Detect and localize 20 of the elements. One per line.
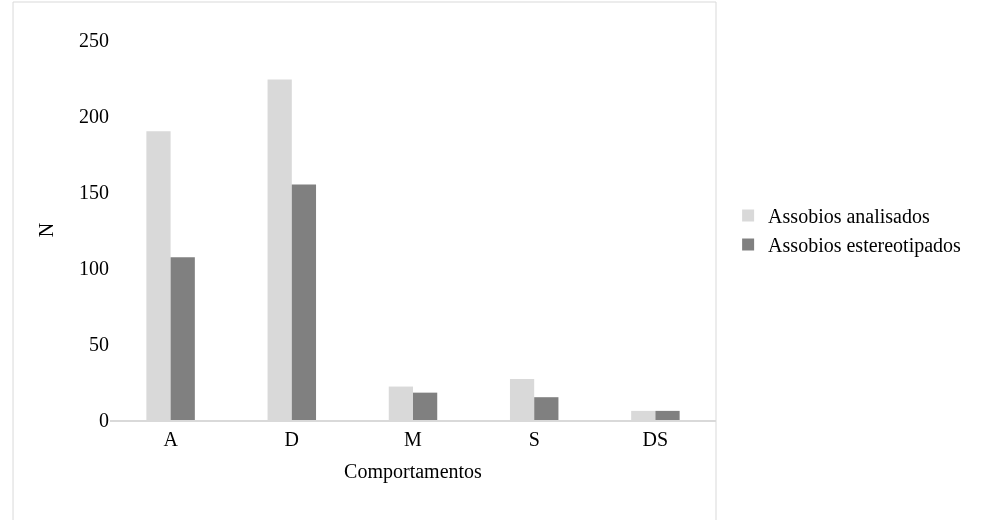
y-axis-title: N	[34, 222, 57, 238]
x-tick-label: DS	[642, 428, 669, 450]
y-tick-label: 150	[79, 181, 109, 203]
bar	[291, 184, 317, 420]
y-tick-label: 100	[79, 257, 109, 279]
legend-label: Assobios analisados	[768, 205, 930, 228]
bar	[655, 410, 680, 420]
x-tick-label: A	[163, 428, 179, 450]
x-tick-label: D	[284, 428, 300, 450]
bar	[413, 392, 438, 420]
bar	[170, 257, 195, 420]
x-axis-title: Comportamentos	[344, 460, 483, 483]
y-tick-label: 0	[99, 409, 109, 431]
y-tick-label: 200	[79, 105, 109, 127]
legend-label: Assobios estereotipados	[768, 234, 962, 258]
bar	[534, 397, 559, 420]
y-tick-label: 50	[89, 333, 109, 355]
x-tick-label: M	[404, 428, 423, 450]
x-tick-label: S	[528, 428, 540, 450]
y-tick-label: 250	[79, 29, 109, 51]
